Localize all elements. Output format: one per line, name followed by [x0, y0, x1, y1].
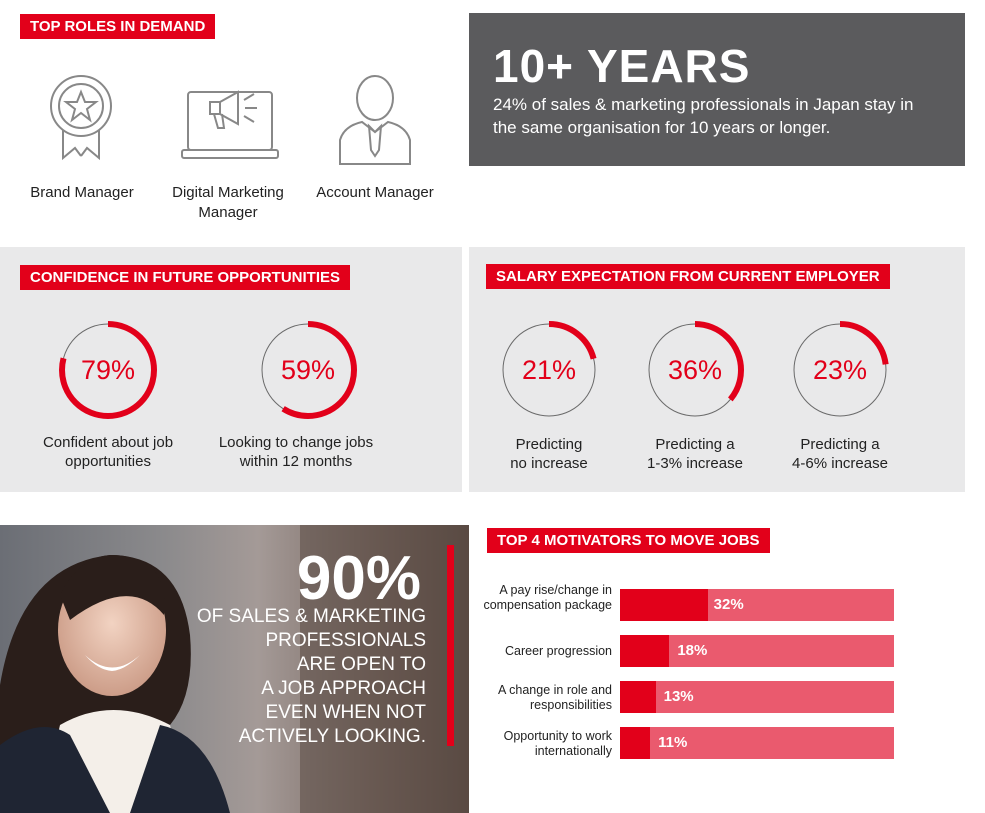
confidence-caption-2: Looking to change jobs within 12 months [218, 434, 374, 470]
donut-arc [500, 321, 598, 419]
motivator-bar: 32% [620, 589, 894, 621]
motivator-value: 32% [713, 596, 744, 613]
award-ribbon-icon [45, 70, 117, 167]
role-label-digital-marketing-manager: Digital Marketing Manager [172, 184, 284, 221]
donut-percent: 59% [280, 354, 336, 385]
donut-ring [59, 321, 157, 419]
open-approach-percent: 90% [296, 544, 421, 613]
caption-line: 1-3% increase [647, 455, 743, 472]
donut-arc [59, 321, 157, 419]
salary-tag: SALARY EXPECTATION FROM CURRENT EMPLOYER [486, 264, 890, 289]
motivator-label: Opportunity to work internationally [503, 729, 612, 758]
donut-percent: 23% [812, 354, 868, 385]
donut-arc [791, 321, 889, 419]
salary-caption-1: Predicting no increase [479, 435, 619, 473]
role-label-account-manager: Account Manager [316, 184, 434, 201]
donut-ring [791, 321, 889, 419]
open-approach-line: PROFESSIONALS [265, 630, 427, 651]
caption-line: Predicting a [655, 436, 735, 453]
motivator-label: A change in role and responsibilities [498, 683, 612, 712]
confidence-tag: CONFIDENCE IN FUTURE OPPORTUNITIES [20, 265, 351, 290]
caption-line: Predicting a [800, 436, 880, 453]
open-approach-line: ACTIVELY LOOKING. [238, 726, 426, 747]
top-roles-tag: TOP ROLES IN DEMAND [20, 14, 216, 39]
motivator-bar-fill [620, 589, 708, 621]
motivator-bar: 18% [620, 635, 894, 667]
motivator-value: 18% [677, 642, 708, 659]
open-approach-text: OF SALES & MARKETING PROFESSIONALS ARE O… [166, 605, 426, 749]
caption-line: no increase [510, 455, 588, 472]
motivator-label: Career progression [505, 644, 612, 658]
motivator-value: 11% [658, 734, 688, 751]
businessman-icon [336, 70, 414, 171]
smiling-woman-photo: 90% OF SALES & MARKETING PROFESSIONALS A… [0, 525, 469, 813]
salary-donut-3: 23% [790, 320, 890, 420]
donut-percent: 79% [80, 354, 136, 385]
years-box: 10+ YEARS 24% of sales & marketing profe… [469, 13, 965, 166]
donut-ring [259, 321, 357, 419]
laptop-megaphone-icon [180, 72, 280, 167]
motivator-bar: 11% [620, 727, 894, 759]
confidence-caption-1: Confident about job opportunities [42, 434, 174, 470]
motivators-tag: TOP 4 MOTIVATORS TO MOVE JOBS [487, 528, 770, 553]
motivator-bar-fill [620, 727, 651, 759]
open-approach-line: ARE OPEN TO [296, 654, 426, 675]
confidence-donut-1: 79% [58, 320, 158, 420]
donut-ring [500, 321, 598, 419]
caption-line: 4-6% increase [792, 455, 888, 472]
motivator-label: A pay rise/change in compensation packag… [483, 583, 612, 612]
woman-illustration [0, 525, 469, 813]
donut-percent: 36% [667, 354, 723, 385]
open-approach-line: A JOB APPROACH [261, 678, 426, 699]
salary-donut-1: 21% [499, 320, 599, 420]
motivator-value: 13% [663, 688, 694, 705]
salary-caption-2: Predicting a 1-3% increase [625, 435, 765, 473]
accent-bar [447, 545, 454, 746]
donut-arc [646, 321, 744, 419]
caption-line: Predicting [515, 436, 583, 453]
donut-arc [259, 321, 357, 419]
open-approach-line: OF SALES & MARKETING [196, 606, 426, 627]
motivator-bar-fill [620, 635, 670, 667]
donut-ring [646, 321, 744, 419]
years-text: 24% of sales & marketing professionals i… [493, 95, 914, 137]
role-label-brand-manager: Brand Manager [30, 184, 134, 201]
years-headline: 10+ YEARS [493, 40, 751, 92]
motivator-bar: 13% [620, 681, 894, 713]
motivator-bar-fill [620, 681, 656, 713]
salary-donut-2: 36% [645, 320, 745, 420]
salary-caption-3: Predicting a 4-6% increase [770, 435, 910, 473]
confidence-donut-2: 59% [258, 320, 358, 420]
open-approach-line: EVEN WHEN NOT [265, 702, 426, 723]
donut-percent: 21% [521, 354, 577, 385]
